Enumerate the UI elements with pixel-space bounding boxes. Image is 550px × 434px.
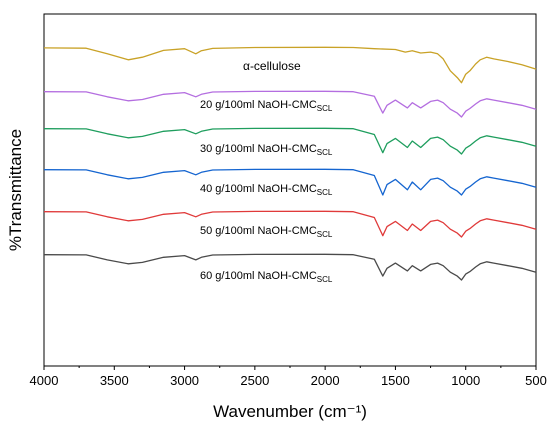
series-label-layer: α-cellulose 20 g/100ml NaOH-CMCSCL 30 g/10… [200, 59, 333, 284]
x-tick-label-2500: 2500 [240, 373, 269, 388]
series-label-2: 20 g/100ml NaOH-CMCSCL [200, 99, 333, 113]
x-tick-layer: 4000 3500 3000 2500 2000 1500 1000 500 [30, 366, 547, 388]
series-line-4 [43, 168, 537, 196]
x-axis-title: Wavenumber (cm⁻¹) [213, 402, 367, 421]
x-tick-label-1000: 1000 [451, 373, 480, 388]
x-tick-label-3000: 3000 [170, 373, 199, 388]
series-label-3: 30 g/100ml NaOH-CMCSCL [200, 143, 333, 157]
series-label-5: 50 g/100ml NaOH-CMCSCL [200, 225, 333, 239]
series-label-6: 60 g/100ml NaOH-CMCSCL [200, 270, 333, 284]
series-line-1 [43, 46, 537, 84]
x-tick-label-2000: 2000 [311, 373, 340, 388]
x-tick-label-1500: 1500 [381, 373, 410, 388]
series-label-1: α-cellulose [243, 59, 301, 73]
x-tick-label-4000: 4000 [30, 373, 59, 388]
series-layer [43, 46, 537, 281]
series-line-3 [43, 127, 537, 155]
y-axis-title: %Transmittance [6, 129, 25, 251]
series-line-6 [43, 253, 537, 281]
series-line-2 [43, 90, 537, 118]
series-label-4: 40 g/100ml NaOH-CMCSCL [200, 183, 333, 197]
x-tick-label-3500: 3500 [100, 373, 129, 388]
series-line-5 [43, 210, 537, 238]
x-tick-label-500: 500 [525, 373, 547, 388]
